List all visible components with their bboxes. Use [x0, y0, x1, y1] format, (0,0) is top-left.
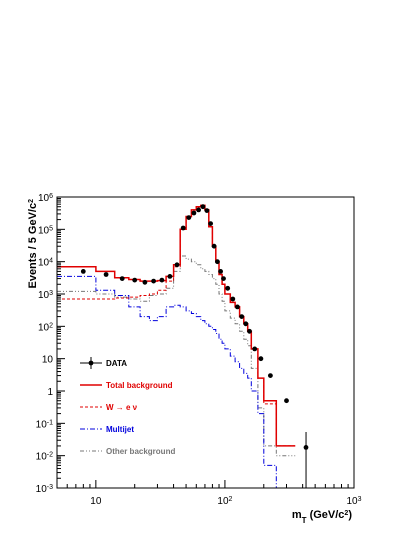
data-point: [159, 277, 165, 283]
data-point: [103, 272, 109, 277]
y-tick-label: 106: [38, 193, 53, 205]
data-point: [132, 277, 138, 283]
data-point: [284, 398, 289, 404]
plot-area: [57, 197, 354, 488]
x-tick-label: 103: [346, 496, 361, 508]
data-point: [174, 262, 180, 268]
legend-entry: Other background: [80, 447, 175, 456]
y-tick-label: 103: [38, 290, 53, 302]
x-axis-title: mT (GeV/c2): [292, 509, 352, 525]
legend-entry: DATA: [80, 357, 127, 369]
data-point: [252, 346, 258, 352]
plot-frame: [56, 196, 355, 489]
y-tick-label: 10-2: [36, 451, 53, 463]
y-tick-label: 104: [38, 257, 53, 269]
legend-entry: W → e ν: [80, 403, 138, 412]
data-point: [200, 204, 206, 210]
series-multijet: [57, 275, 296, 489]
data-point: [239, 314, 245, 319]
data-point: [243, 321, 249, 327]
data-point: [180, 225, 186, 231]
data-point: [191, 210, 197, 216]
data-point: [119, 276, 125, 281]
data-point: [196, 207, 202, 213]
y-tick-label: 102: [38, 322, 53, 334]
x-tick-label: 102: [217, 496, 232, 508]
y-tick-label: 10-3: [36, 484, 53, 496]
data-point: [258, 356, 264, 362]
y-axis-title: Events / 5 GeV/c2: [27, 199, 39, 289]
data-point: [167, 274, 173, 279]
ticks-layer: 10 102 103 10-3 10-2 10-1 1 10 102 103 104 105 106: [36, 193, 362, 508]
data-point: [215, 259, 220, 265]
data-layer: [80, 204, 309, 488]
legend: DATA Total background W → e ν Multijet Other…: [80, 357, 175, 456]
data-point: [186, 215, 192, 221]
data-point: [151, 278, 157, 284]
data-point: [247, 328, 252, 334]
data-point: [303, 431, 309, 488]
data-point: [235, 304, 240, 310]
data-point: [230, 296, 236, 302]
x-tick-label: 10: [90, 496, 102, 507]
y-tick-label: 10: [42, 355, 54, 366]
svg-text:Other background: Other background: [106, 447, 175, 456]
svg-text:DATA: DATA: [106, 359, 127, 368]
svg-text:Multijet: Multijet: [106, 425, 134, 434]
data-point: [225, 285, 231, 291]
legend-entry: Total background: [80, 381, 173, 390]
y-tick-label: 1: [47, 387, 53, 398]
data-point: [211, 243, 217, 249]
data-point: [218, 269, 224, 274]
data-point: [80, 269, 86, 274]
svg-text:W → e ν: W → e ν: [106, 403, 138, 412]
data-point: [208, 221, 214, 227]
data-point: [204, 208, 210, 214]
data-point: [268, 373, 273, 378]
data-point: [142, 279, 148, 285]
y-tick-label: 10-1: [36, 419, 53, 431]
y-tick-label: 105: [38, 225, 53, 237]
svg-text:Total background: Total background: [106, 381, 173, 390]
data-point: [221, 276, 226, 281]
legend-entry: Multijet: [80, 425, 134, 434]
